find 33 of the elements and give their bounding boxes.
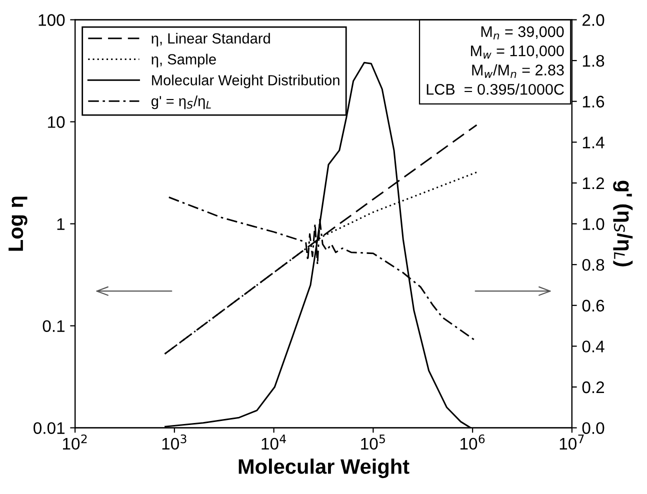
x-tick-label: 10$^{3}$ <box>162 434 186 450</box>
x-tick-label: 10$^{6}$ <box>460 434 485 450</box>
y2-tick-label: 1.8 <box>582 54 604 67</box>
annotation: M$_{w}$ = 110,000 <box>471 45 564 59</box>
x-axis-title: Molecular Weight <box>238 458 410 478</box>
y2-tick-label: 0.8 <box>582 258 604 271</box>
y2-tick-label: 0.4 <box>582 340 604 352</box>
y2-tick-label: 1.0 <box>582 218 604 230</box>
y-tick-label: 0.1 <box>42 320 65 332</box>
y2-tick-label: 0.6 <box>582 300 604 312</box>
legend-label: Molecular Weight Distribution <box>152 74 340 88</box>
y2-tick-label: 2.0 <box>582 14 604 26</box>
y-axis-title: Log η <box>8 196 28 251</box>
y-tick-label: 0.01 <box>34 422 65 434</box>
x-tick-label: 10$^{7}$ <box>560 434 584 450</box>
y2-tick-label: 0.2 <box>582 381 604 394</box>
y-tick-label: 10 <box>48 116 65 128</box>
x-tick-label: 10$^{5}$ <box>361 434 385 450</box>
annotation: M$_{n}$ = 39,000 <box>481 26 564 40</box>
y-tick-label: 1 <box>57 218 65 230</box>
y2-tick-label: 1.6 <box>582 96 604 108</box>
legend-label: g' = η$_{S}$/η$_{L}$ <box>152 96 211 110</box>
legend-label: η, Linear Standard <box>152 32 270 46</box>
x-tick-label: 10$^{4}$ <box>262 434 286 450</box>
annotation: M$_{w}$/M$_{n}$ = 2.83 <box>472 64 564 78</box>
x-tick-label: 10$^{2}$ <box>62 434 87 450</box>
legend-label: η, Sample <box>152 54 216 68</box>
y2-tick-label: 1.4 <box>582 136 604 148</box>
y-tick-label: 100 <box>38 14 65 26</box>
y2-axis-title: g' (η$_{S}$/η$_{L}$) <box>613 180 633 266</box>
annotation: LCB = 0.395/1000C <box>426 84 564 95</box>
y2-tick-label: 1.2 <box>582 177 604 190</box>
y2-tick-label: 0.0 <box>582 422 604 434</box>
